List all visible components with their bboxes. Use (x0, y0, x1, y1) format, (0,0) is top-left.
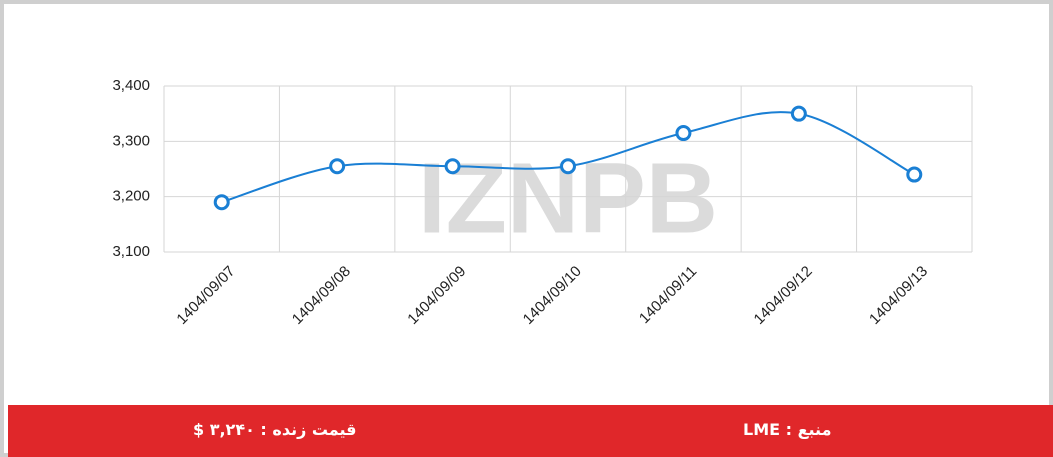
y-tick-label: 3,300 (112, 132, 150, 149)
source: منبع : LME (743, 420, 832, 439)
x-tick-label: 1404/09/13 (866, 263, 931, 328)
y-tick-label: 3,100 (112, 243, 150, 260)
x-tick-label: 1404/09/08 (289, 263, 354, 328)
point (213, 194, 230, 211)
footer: قیمت زنده : ۳,۲۴۰ $ منبع : LME (8, 405, 1053, 457)
x-tick-label: 1404/09/09 (404, 263, 469, 328)
x-tick-label: 1404/09/12 (751, 263, 816, 328)
live-price: قیمت زنده : ۳,۲۴۰ $ (193, 420, 357, 439)
point (560, 158, 576, 175)
point (906, 166, 923, 183)
y-tick-label: 3,400 (112, 77, 150, 94)
x-tick-label: 1404/09/10 (520, 263, 585, 328)
point (675, 125, 692, 142)
point (444, 158, 461, 175)
point (790, 105, 807, 122)
point (329, 158, 346, 175)
y-tick-label: 3,200 (112, 188, 150, 205)
x-tick-label: 1404/09/07 (173, 263, 238, 328)
x-tick-label: 1404/09/11 (636, 263, 700, 327)
